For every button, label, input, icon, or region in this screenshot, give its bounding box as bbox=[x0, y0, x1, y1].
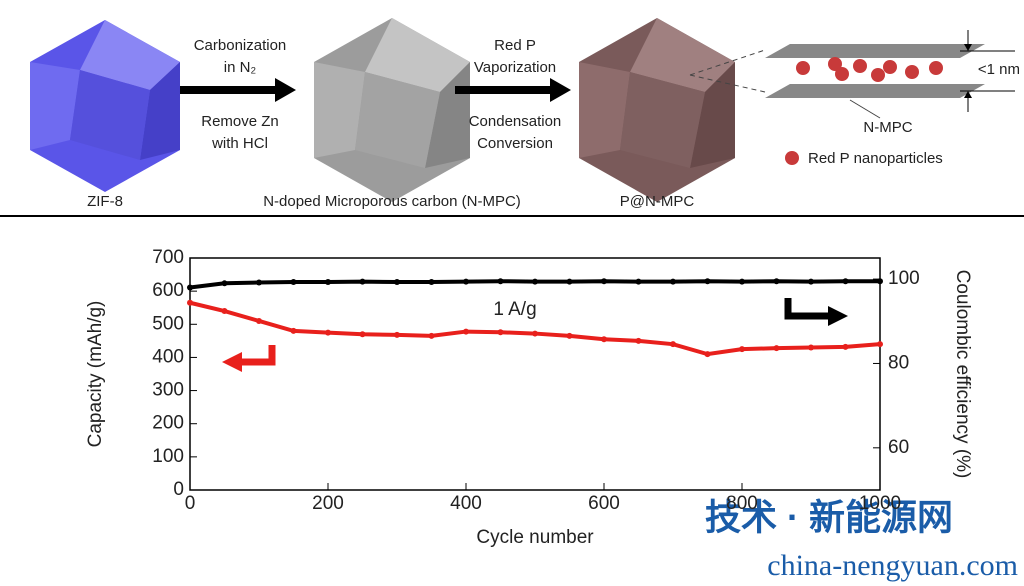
annotation: 1 A/g bbox=[493, 299, 536, 320]
y2-tick-label: 100 bbox=[888, 268, 920, 289]
layer-diagram bbox=[690, 30, 1015, 165]
data-point bbox=[808, 279, 814, 285]
watermark-url: china-nengyuan.com bbox=[767, 549, 1018, 582]
data-point bbox=[222, 280, 228, 286]
data-point bbox=[843, 278, 849, 284]
data-point bbox=[394, 332, 400, 338]
data-point bbox=[739, 279, 745, 285]
data-point bbox=[429, 333, 435, 339]
arrow-label: Conversion bbox=[477, 135, 553, 152]
step-label: N-doped Microporous carbon (N-MPC) bbox=[263, 193, 521, 210]
x-tick-label: 600 bbox=[588, 493, 620, 514]
data-point bbox=[567, 333, 573, 339]
step-label: P@N-MPC bbox=[620, 193, 695, 210]
x-tick-label: 0 bbox=[185, 493, 196, 514]
data-point bbox=[877, 278, 883, 284]
data-point bbox=[705, 278, 711, 284]
y-tick-label: 600 bbox=[152, 280, 184, 301]
page: ZIF-8 N-doped Microporous carbon (N-MPC)… bbox=[0, 0, 1024, 586]
y-tick-label: 500 bbox=[152, 313, 184, 334]
y2-tick-label: 80 bbox=[888, 352, 909, 373]
y-tick-label: 300 bbox=[152, 380, 184, 401]
arrow-label: in N₂ bbox=[224, 59, 257, 76]
zif8-crystal bbox=[30, 20, 180, 192]
data-point bbox=[601, 278, 607, 284]
data-point bbox=[325, 330, 331, 336]
data-point bbox=[291, 279, 297, 285]
data-point bbox=[636, 338, 642, 344]
x-tick-label: 400 bbox=[450, 493, 482, 514]
data-point bbox=[670, 341, 676, 347]
data-point bbox=[498, 329, 504, 335]
plot-frame bbox=[190, 258, 880, 490]
step-label: ZIF-8 bbox=[87, 193, 123, 210]
data-point bbox=[808, 344, 814, 350]
y2-tick-label: 60 bbox=[888, 437, 909, 458]
data-point bbox=[670, 279, 676, 285]
y-tick-label: 700 bbox=[152, 247, 184, 268]
y-axis-label: Capacity (mAh/g) bbox=[85, 301, 106, 448]
layer-label: N-MPC bbox=[863, 119, 912, 136]
y-tick-label: 100 bbox=[152, 446, 184, 467]
data-point bbox=[774, 278, 780, 284]
data-point bbox=[325, 279, 331, 285]
data-point bbox=[705, 351, 711, 357]
data-point bbox=[877, 341, 883, 347]
data-point bbox=[843, 344, 849, 350]
data-point bbox=[360, 331, 366, 337]
data-point bbox=[739, 346, 745, 352]
arrow-label: Vaporization bbox=[474, 59, 556, 76]
data-point bbox=[291, 328, 297, 334]
data-point bbox=[463, 279, 469, 285]
data-point bbox=[429, 279, 435, 285]
particle-label: Red P nanoparticles bbox=[808, 150, 943, 167]
arrow-label: Condensation bbox=[469, 113, 562, 130]
data-point bbox=[532, 279, 538, 285]
data-point bbox=[222, 308, 228, 314]
y-tick-label: 400 bbox=[152, 346, 184, 367]
x-tick-label: 1000 bbox=[859, 493, 901, 514]
data-point bbox=[256, 318, 262, 324]
figure: ZIF-8 N-doped Microporous carbon (N-MPC)… bbox=[0, 0, 1024, 586]
data-point bbox=[256, 279, 262, 285]
arrow-label: Remove Zn bbox=[201, 113, 279, 130]
x-axis-label: Cycle number bbox=[476, 527, 594, 548]
x-tick-label: 200 bbox=[312, 493, 344, 514]
data-point bbox=[532, 331, 538, 337]
data-point bbox=[187, 300, 193, 306]
x-tick-label: 800 bbox=[726, 493, 758, 514]
data-point bbox=[636, 279, 642, 285]
arrow-label: Carbonization bbox=[194, 37, 287, 54]
gap-label: <1 nm bbox=[978, 61, 1020, 78]
y-tick-label: 0 bbox=[173, 479, 184, 500]
pnmpc-crystal bbox=[579, 18, 735, 202]
data-point bbox=[498, 278, 504, 284]
data-point bbox=[601, 336, 607, 342]
data-point bbox=[360, 279, 366, 285]
data-point bbox=[187, 285, 193, 291]
y-tick-label: 200 bbox=[152, 413, 184, 434]
data-point bbox=[774, 345, 780, 351]
y2-axis-label: Coulombic efficiency (%) bbox=[952, 270, 973, 479]
data-point bbox=[567, 279, 573, 285]
data-point bbox=[463, 329, 469, 335]
data-point bbox=[394, 279, 400, 285]
arrow-label: with HCl bbox=[211, 135, 268, 152]
nmpc-crystal bbox=[314, 18, 470, 202]
arrow-label: Red P bbox=[494, 37, 536, 54]
